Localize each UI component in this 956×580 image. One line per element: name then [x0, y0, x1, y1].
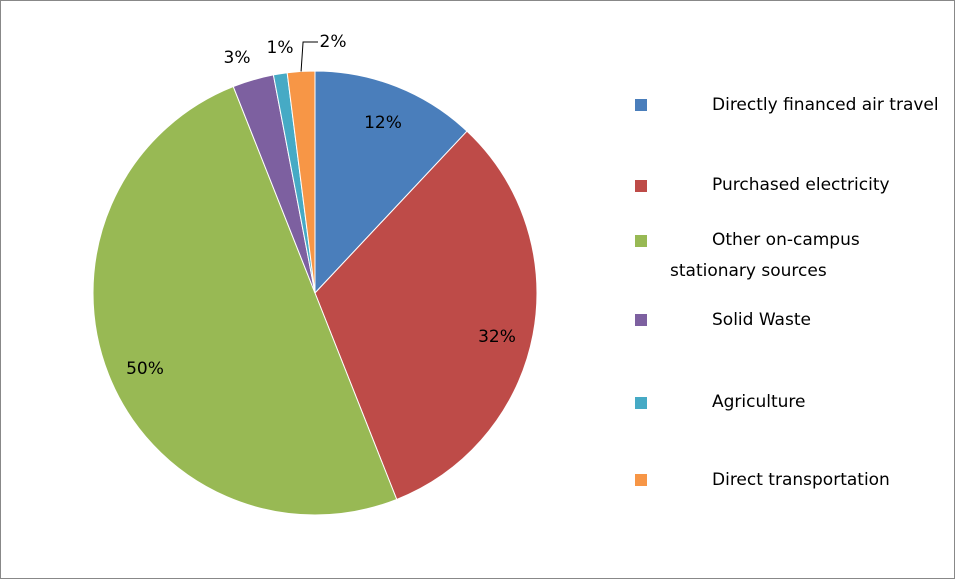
legend-swatch — [635, 235, 647, 247]
legend-swatch — [635, 180, 647, 192]
legend-label: Agriculture — [712, 392, 806, 412]
data-label: 12% — [364, 113, 402, 133]
leader-line — [300, 41, 318, 72]
data-label: 32% — [478, 327, 516, 347]
legend-label: Directly financed air travel — [712, 95, 939, 115]
data-label: 2% — [320, 32, 347, 52]
legend-swatch — [635, 99, 647, 111]
pie-slice — [92, 85, 398, 516]
legend-label: Purchased electricity — [712, 175, 890, 195]
legend-label: Direct transportation — [712, 470, 890, 490]
data-label: 50% — [126, 359, 164, 379]
data-label: 3% — [224, 48, 251, 68]
legend-swatch — [635, 397, 647, 409]
pie-slice — [314, 70, 468, 295]
legend-swatch — [635, 314, 647, 326]
data-label: 1% — [267, 38, 294, 58]
pie-slice — [314, 130, 538, 501]
legend-label: Solid Waste — [712, 310, 811, 330]
legend-swatch — [635, 474, 647, 486]
legend-label: Other on-campus stationary sources — [670, 230, 860, 281]
